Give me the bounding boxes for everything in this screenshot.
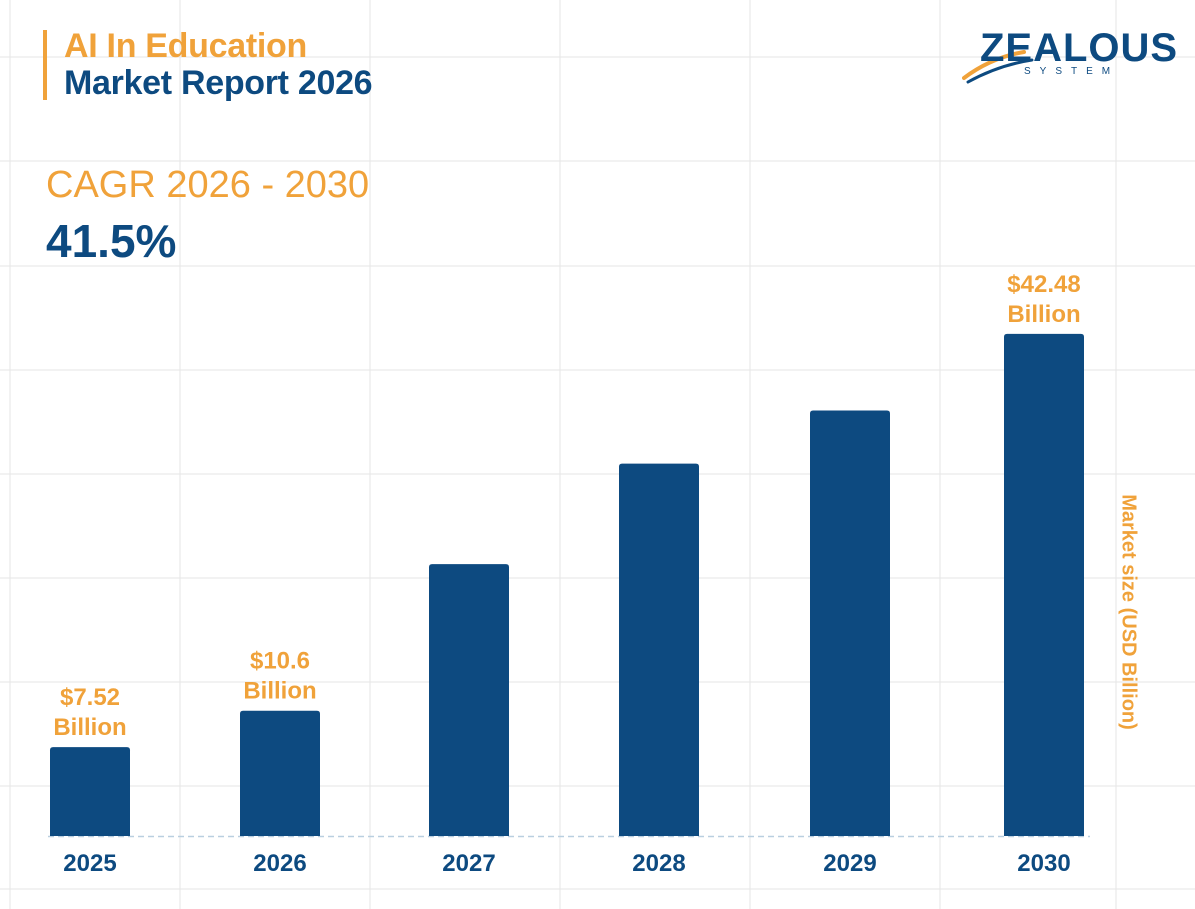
bar-2025 — [50, 747, 130, 836]
page-subtitle: Market Report 2026 — [64, 64, 373, 102]
title-accent-bar — [43, 30, 47, 100]
bar-2029 — [810, 410, 890, 836]
x-tick-label: 2030 — [1017, 850, 1070, 877]
x-tick-label: 2029 — [823, 850, 876, 877]
bar-2028 — [619, 463, 699, 836]
bar-2030 — [1004, 333, 1084, 836]
data-label-value: $10.6 — [250, 648, 310, 675]
logo-subtitle: SYSTEM — [1024, 66, 1120, 77]
x-tick-label: 2026 — [253, 850, 306, 877]
swoosh-icon — [962, 50, 1034, 84]
brand-logo: ZEALOUS SYSTEM — [962, 26, 1177, 84]
x-tick-label: 2028 — [632, 850, 685, 877]
data-label-unit: Billion — [1007, 301, 1080, 328]
x-tick-label: 2027 — [442, 850, 495, 877]
y-axis-label: Market size (USD Billion) — [1117, 494, 1140, 730]
bar-2026 — [240, 710, 320, 836]
x-tick-label: 2025 — [63, 850, 116, 877]
data-label-unit: Billion — [243, 678, 316, 705]
page-title: AI In Education — [64, 27, 307, 65]
bar-2027 — [429, 564, 509, 836]
cagr-value: 41.5% — [46, 215, 177, 267]
data-label-unit: Billion — [53, 714, 126, 741]
logo-wordmark: ZEALOUS — [980, 26, 1179, 70]
data-label-value: $7.52 — [60, 684, 120, 711]
data-label-value: $42.48 — [1007, 271, 1080, 298]
cagr-label: CAGR 2026 - 2030 — [46, 164, 370, 206]
